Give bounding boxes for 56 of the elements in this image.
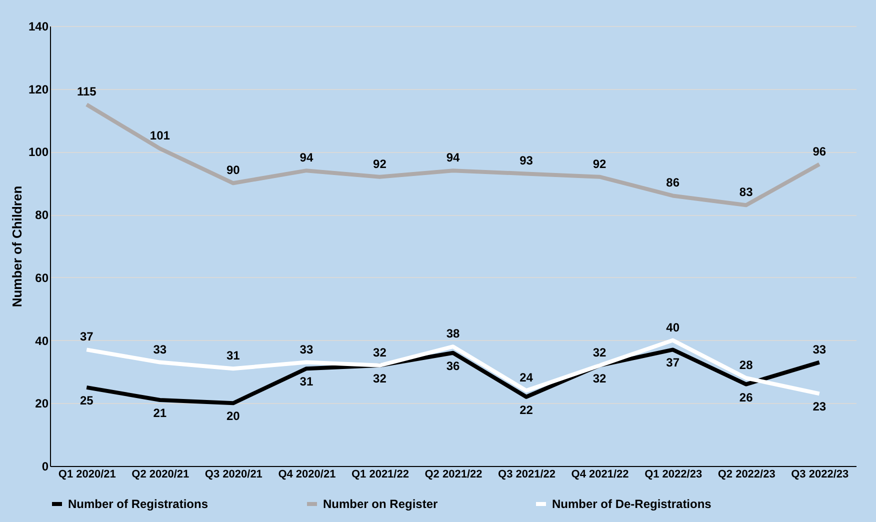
x-tick-label: Q2 2020/21 xyxy=(132,468,190,480)
y-tick-label: 140 xyxy=(28,20,49,34)
data-label: 96 xyxy=(812,144,826,158)
x-tick-label: Q2 2022/23 xyxy=(718,468,776,480)
legend-label: Number on Register xyxy=(323,497,438,511)
data-label: 32 xyxy=(373,371,387,386)
y-tick-label: 20 xyxy=(35,396,49,411)
data-label: 22 xyxy=(520,402,534,417)
data-label: 23 xyxy=(812,400,826,414)
data-label: 31 xyxy=(300,374,314,389)
data-label: 90 xyxy=(226,163,240,178)
y-tick-label: 60 xyxy=(35,270,49,285)
y-axis-title: Number of Children xyxy=(9,186,24,308)
y-tick-label: 40 xyxy=(35,334,49,348)
x-tick-label: Q1 2022/23 xyxy=(644,468,702,480)
data-label: 24 xyxy=(520,370,534,385)
x-tick-label: Q3 2021/22 xyxy=(498,468,556,480)
x-tick-label: Q1 2021/22 xyxy=(351,468,409,480)
data-label: 25 xyxy=(80,393,94,408)
data-label: 92 xyxy=(592,156,607,171)
data-label: 37 xyxy=(666,356,680,370)
data-label: 93 xyxy=(520,154,534,168)
legend-label: Number of Registrations xyxy=(68,497,208,511)
x-tick-label: Q3 2022/23 xyxy=(791,468,849,480)
x-tick-label: Q4 2021/22 xyxy=(571,468,629,480)
y-tick-label: 0 xyxy=(42,460,49,474)
data-label: 32 xyxy=(592,371,607,386)
data-label: 115 xyxy=(76,84,97,99)
x-tick-label: Q1 2020/21 xyxy=(58,468,116,480)
data-label: 21 xyxy=(153,406,167,420)
data-label: 94 xyxy=(300,150,314,165)
data-label: 38 xyxy=(446,326,460,341)
data-label: 20 xyxy=(226,409,240,424)
data-label: 92 xyxy=(373,156,387,171)
data-label: 32 xyxy=(592,345,607,360)
data-label: 26 xyxy=(739,390,754,404)
data-label: 83 xyxy=(739,185,754,200)
x-tick-label: Q3 2020/21 xyxy=(204,468,262,480)
data-label: 86 xyxy=(666,176,680,190)
x-tick-label: Q4 2020/21 xyxy=(278,468,336,480)
y-tick-label: 120 xyxy=(28,82,49,96)
data-label: 33 xyxy=(153,342,167,356)
data-label: 33 xyxy=(812,342,826,356)
data-label: 37 xyxy=(80,330,94,344)
y-tick-label: 80 xyxy=(35,208,49,222)
data-label: 36 xyxy=(446,358,460,373)
data-label: 33 xyxy=(300,342,314,356)
data-label: 28 xyxy=(739,358,754,372)
data-label: 40 xyxy=(666,320,680,334)
data-label: 101 xyxy=(150,128,170,143)
data-label: 32 xyxy=(373,345,387,360)
data-label: 31 xyxy=(226,348,240,363)
legend-label: Number of De-Registrations xyxy=(552,497,712,511)
data-label: 94 xyxy=(446,150,460,165)
x-tick-label: Q2 2021/22 xyxy=(424,468,482,480)
y-tick-label: 100 xyxy=(28,145,49,160)
